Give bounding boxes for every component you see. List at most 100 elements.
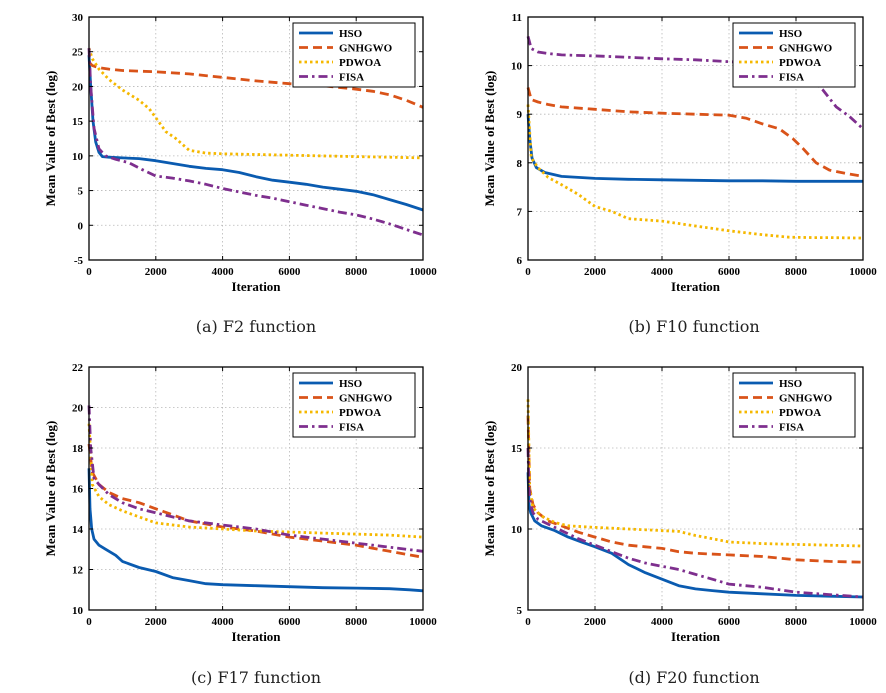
legend-label-pdwoa: PDWOA	[779, 57, 821, 69]
y-tick-label: 16	[72, 484, 84, 496]
x-tick-label: 2000	[145, 616, 168, 628]
legend-label-hso: HSO	[779, 378, 803, 390]
y-tick-label: 10	[72, 605, 84, 617]
caption-f10: (b) F10 function	[628, 317, 760, 336]
y-tick-label: 15	[72, 116, 84, 128]
legend-label-pdwoa: PDWOA	[339, 57, 381, 69]
x-tick-label: 8000	[785, 266, 808, 278]
legend-label-gnhgwo: GNHGWO	[779, 43, 833, 55]
y-tick-label: 12	[72, 565, 84, 577]
y-tick-label: 25	[72, 47, 84, 59]
legend: HSO GNHGWO PDWOA FISA	[732, 22, 856, 88]
legend-label-fisa: FISA	[339, 72, 364, 84]
x-tick-label: 4000	[212, 266, 235, 278]
caption-f17: (c) F17 function	[190, 668, 322, 687]
y-tick-label: 20	[72, 403, 84, 415]
legend-label-gnhgwo: GNHGWO	[339, 393, 393, 405]
series-line-hso	[526, 472, 864, 599]
y-tick-label: 10	[72, 151, 84, 163]
y-tick-label: 20	[511, 362, 523, 374]
x-tick-label: 10000	[849, 616, 877, 628]
legend-label-fisa: FISA	[779, 72, 804, 84]
y-tick-label: 15	[511, 443, 523, 455]
series-line-hso	[87, 468, 424, 593]
y-tick-label: 7	[517, 206, 523, 218]
series-line-hso	[526, 114, 863, 183]
chart-f2: 0 2000 4000 6000 8000 10000-5051015202530Iter…	[43, 12, 437, 294]
y-tick-label: 0	[78, 220, 84, 232]
y-tick-label: 5	[78, 186, 84, 198]
x-axis-label: Iteration	[671, 279, 721, 294]
chart-f17: 0 2000 4000 6000 8000 10000 10 12 14 16 18 20 22 Iter…	[43, 362, 437, 644]
caption-f2: (a) F2 function	[195, 317, 317, 336]
y-axis-label: Mean Value of Best (log)	[482, 71, 497, 207]
y-tick-label: 20	[72, 81, 84, 93]
legend-label-hso: HSO	[339, 28, 363, 40]
y-tick-label: 5	[517, 605, 523, 617]
y-axis-label: Mean Value of Best (log)	[482, 421, 497, 557]
series-line-pdwoa	[87, 47, 424, 160]
series-line-gnhgwo	[87, 61, 424, 109]
x-tick-label: 10000	[409, 616, 437, 628]
series-line-gnhgwo	[87, 443, 424, 559]
y-tick-label: 8	[517, 158, 523, 170]
series-line-fisa	[526, 447, 864, 599]
x-tick-label: 10000	[849, 266, 877, 278]
x-tick-label: 6000	[278, 266, 301, 278]
y-tick-label: 30	[72, 12, 84, 24]
y-tick-label: 18	[72, 443, 84, 455]
legend: HSO GNHGWO PDWOA FISA	[292, 22, 416, 88]
x-tick-label: 2000	[145, 266, 168, 278]
x-tick-label: 0	[525, 616, 531, 628]
x-tick-label: 2000	[584, 616, 607, 628]
y-tick-label: 9	[517, 109, 523, 121]
y-tick-label: -5	[74, 255, 84, 267]
x-axis-label: Iteration	[671, 629, 721, 644]
plot-frame	[527, 16, 864, 261]
y-tick-label: 14	[72, 524, 84, 536]
legend-label-pdwoa: PDWOA	[779, 407, 821, 419]
x-tick-label: 10000	[409, 266, 437, 278]
x-tick-label: 0	[86, 616, 92, 628]
y-tick-label: 10	[511, 524, 523, 536]
legend-label-hso: HSO	[779, 28, 803, 40]
x-tick-label: 0	[525, 266, 531, 278]
x-axis-label: Iteration	[231, 629, 281, 644]
legend-label-gnhgwo: GNHGWO	[339, 43, 393, 55]
x-tick-label: 8000	[345, 266, 368, 278]
series-line-fisa	[87, 405, 424, 553]
series-line-fisa	[526, 36, 864, 130]
chart-f20: 0 2000 4000 6000 8000 10000 5 10 15 20 Iteration Me…	[482, 362, 877, 644]
caption-f20: (d) F20 function	[628, 668, 760, 687]
x-tick-label: 8000	[345, 616, 368, 628]
legend: HSO GNHGWO PDWOA FISA	[732, 372, 856, 438]
legend-label-fisa: FISA	[779, 422, 804, 434]
series-line-gnhgwo	[526, 87, 864, 178]
x-tick-label: 6000	[718, 266, 741, 278]
legend-label-gnhgwo: GNHGWO	[779, 393, 833, 405]
x-tick-label: 4000	[651, 616, 674, 628]
x-tick-label: 2000	[584, 266, 607, 278]
chart-panel-b: 0 2000 4000 6000 8000 10000 6 7 8 9 10 11 Iteration M…	[443, 0, 886, 310]
chart-f10: 0 2000 4000 6000 8000 10000 6 7 8 9 10 11 Iteration M…	[482, 12, 877, 294]
x-tick-label: 0	[86, 266, 92, 278]
plot-frame	[88, 16, 424, 261]
y-axis-label: Mean Value of Best (log)	[43, 421, 58, 557]
x-tick-label: 4000	[212, 616, 235, 628]
series-line-pdwoa	[526, 399, 864, 548]
chart-panel-d: 0 2000 4000 6000 8000 10000 5 10 15 20 Iteration Me…	[443, 355, 886, 655]
x-tick-label: 6000	[278, 616, 301, 628]
x-tick-label: 8000	[785, 616, 808, 628]
y-tick-label: 11	[512, 12, 522, 24]
legend-label-fisa: FISA	[339, 422, 364, 434]
x-tick-label: 4000	[651, 266, 674, 278]
series-line-pdwoa	[526, 104, 864, 240]
chart-panel-c: 0 2000 4000 6000 8000 10000 10 12 14 16 18 20 22 Iter…	[0, 355, 443, 655]
y-tick-label: 10	[511, 61, 523, 73]
series-line-fisa	[87, 48, 424, 237]
legend-label-pdwoa: PDWOA	[339, 407, 381, 419]
x-axis-label: Iteration	[231, 279, 281, 294]
legend-label-hso: HSO	[339, 378, 363, 390]
series-line-hso	[87, 55, 424, 212]
y-axis-label: Mean Value of Best (log)	[43, 71, 58, 207]
